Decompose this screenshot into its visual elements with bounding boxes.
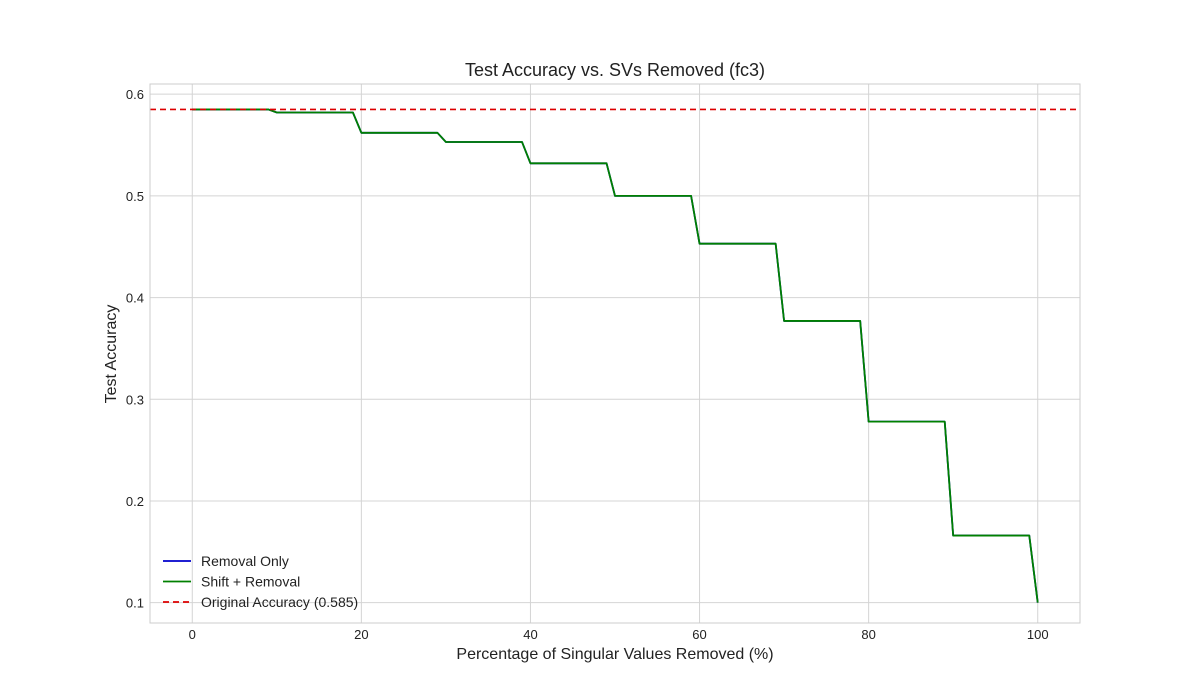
x-tick-label: 0 xyxy=(189,627,196,642)
y-tick-label: 0.3 xyxy=(126,392,144,407)
x-tick-label: 60 xyxy=(692,627,706,642)
series-line-0 xyxy=(192,108,1039,603)
x-tick-label: 100 xyxy=(1027,627,1049,642)
y-axis-label: Test Accuracy xyxy=(103,305,120,404)
y-tick-label: 0.2 xyxy=(126,494,144,509)
y-tick-label: 0.4 xyxy=(126,291,144,306)
legend: Removal Only Shift + Removal Original Accu… xyxy=(163,553,358,610)
y-tick-label: 0.1 xyxy=(126,596,144,611)
y-tick-label: 0.5 xyxy=(126,189,144,204)
legend-label: Original Accuracy (0.585) xyxy=(201,594,358,610)
x-axis-label: Percentage of Singular Values Removed (%… xyxy=(456,646,773,663)
tick-labels: 0 20 40 60 80 100 0.1 0.2 0.3 0.4 0.5 0.6 xyxy=(126,87,1049,642)
grid xyxy=(150,84,1080,623)
y-tick-label: 0.6 xyxy=(126,87,144,102)
series-line-1 xyxy=(192,108,1039,603)
legend-label: Shift + Removal xyxy=(201,574,300,590)
legend-label: Removal Only xyxy=(201,553,289,569)
plot-frame xyxy=(149,83,1081,624)
x-tick-label: 80 xyxy=(861,627,875,642)
chart-title: Test Accuracy vs. SVs Removed (fc3) xyxy=(465,60,765,80)
x-tick-label: 40 xyxy=(523,627,537,642)
series-lines xyxy=(150,108,1080,603)
x-tick-label: 20 xyxy=(354,627,368,642)
